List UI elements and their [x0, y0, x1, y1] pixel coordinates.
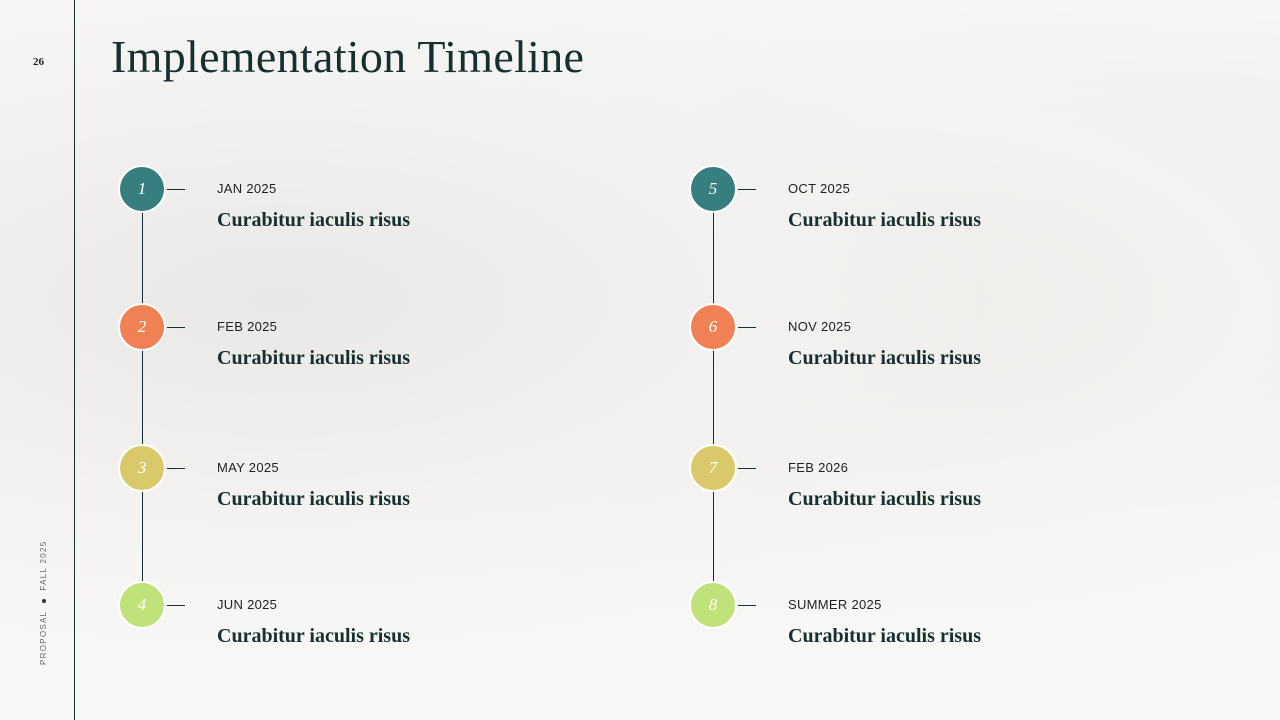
item-date: OCT 2025 — [788, 181, 851, 196]
connector-tick — [167, 189, 185, 190]
step-number-badge: 2 — [118, 303, 166, 351]
step-number-badge: 1 — [118, 165, 166, 213]
connector-tick — [738, 605, 756, 606]
item-title: Curabitur iaculis risus — [788, 209, 981, 231]
step-number: 5 — [708, 179, 718, 198]
item-title: Curabitur iaculis risus — [788, 488, 981, 510]
connector-tick — [167, 327, 185, 328]
timeline-line-left — [142, 212, 143, 582]
footer-left: PROPOSAL — [39, 610, 48, 665]
connector-tick — [738, 468, 756, 469]
item-date: SUMMER 2025 — [788, 597, 882, 612]
item-title: Curabitur iaculis risus — [217, 209, 410, 231]
step-number: 4 — [137, 595, 147, 614]
connector-tick — [738, 189, 756, 190]
item-date: JAN 2025 — [217, 181, 277, 196]
step-number-badge: 6 — [689, 303, 737, 351]
item-date: MAY 2025 — [217, 460, 279, 475]
item-title: Curabitur iaculis risus — [217, 625, 410, 647]
step-number-badge: 8 — [689, 581, 737, 629]
step-number: 3 — [137, 458, 147, 477]
footer-right: FALL 2025 — [39, 540, 48, 591]
item-title: Curabitur iaculis risus — [217, 347, 410, 369]
item-date: NOV 2025 — [788, 319, 852, 334]
sidebar-divider — [74, 0, 75, 720]
step-number: 6 — [708, 317, 718, 336]
item-title: Curabitur iaculis risus — [788, 625, 981, 647]
page-number: 26 — [33, 56, 44, 68]
item-title: Curabitur iaculis risus — [217, 488, 410, 510]
page-title: Implementation Timeline — [111, 31, 585, 82]
step-number-badge: 4 — [118, 581, 166, 629]
timeline-line-right — [713, 212, 714, 582]
step-number: 2 — [137, 317, 147, 336]
connector-tick — [738, 327, 756, 328]
footer-label: PROPOSAL FALL 2025 — [39, 540, 48, 665]
item-date: FEB 2026 — [788, 460, 849, 475]
bullet-icon — [41, 598, 46, 603]
step-number: 8 — [708, 595, 718, 614]
step-number-badge: 3 — [118, 444, 166, 492]
connector-tick — [167, 605, 185, 606]
item-title: Curabitur iaculis risus — [788, 347, 981, 369]
step-number-badge: 7 — [689, 444, 737, 492]
item-date: JUN 2025 — [217, 597, 278, 612]
step-number-badge: 5 — [689, 165, 737, 213]
step-number: 1 — [137, 179, 147, 198]
connector-tick — [167, 468, 185, 469]
item-date: FEB 2025 — [217, 319, 278, 334]
step-number: 7 — [708, 458, 718, 477]
